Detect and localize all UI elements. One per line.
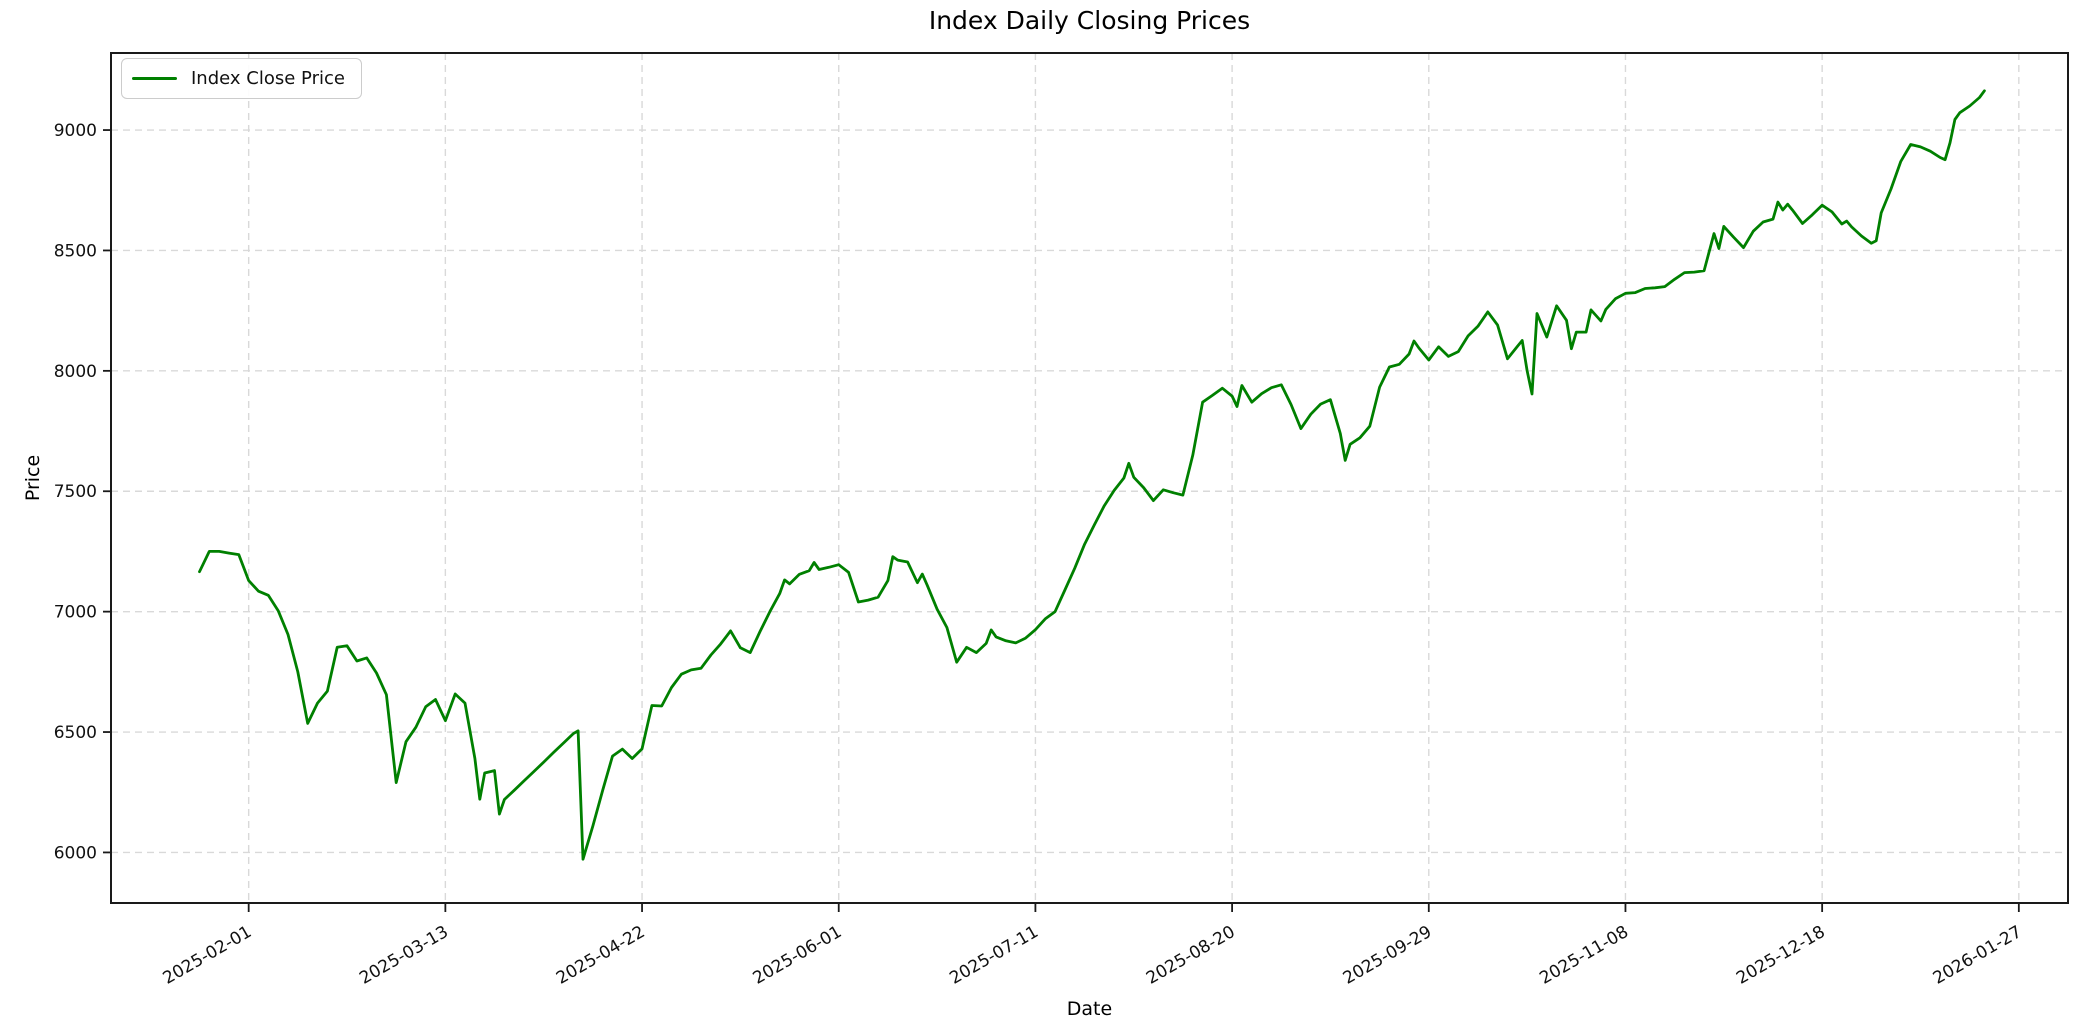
y-tick-label: 8500 (54, 241, 97, 261)
tick-marks (103, 129, 2020, 912)
y-tick-label: 6500 (54, 723, 97, 743)
y-tick-labels: 6000 6500 7000 7500 8000 8500 9000 (54, 121, 97, 863)
plot-border (110, 52, 2069, 904)
gridlines (111, 53, 2068, 903)
y-tick-label: 8000 (54, 362, 97, 382)
legend: Index Close Price (121, 58, 362, 99)
index-close-price-line (198, 89, 1986, 861)
y-tick-label: 9000 (54, 121, 97, 141)
y-tick-label: 6000 (54, 843, 97, 863)
legend-line-swatch (132, 76, 177, 81)
y-tick-label: 7000 (54, 603, 97, 623)
chart-title: Index Daily Closing Prices (928, 6, 1251, 35)
legend-label: Index Close Price (191, 68, 345, 89)
x-axis-label: Date (1066, 998, 1113, 1020)
y-tick-label: 7500 (54, 482, 97, 502)
